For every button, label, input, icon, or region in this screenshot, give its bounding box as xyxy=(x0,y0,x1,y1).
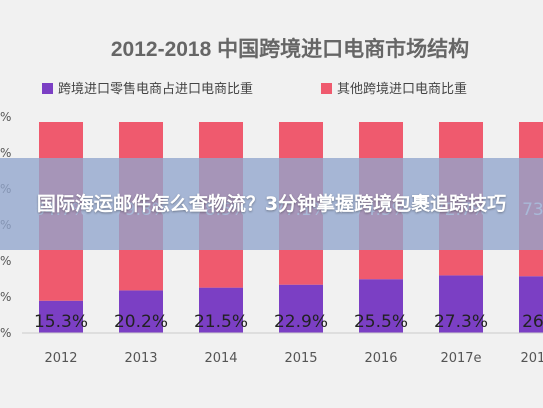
x-tick-label-2018e: 2018e xyxy=(520,351,543,366)
bar-label-retail-2014: 21.5% xyxy=(194,312,248,332)
x-tick-label-2016: 2016 xyxy=(364,351,397,366)
y-tick-label-2: % xyxy=(0,254,11,268)
bar-label-retail-2012: 15.3% xyxy=(34,312,88,332)
bar-retail-2016 xyxy=(359,279,403,333)
chart-title: 2012-2018 中国跨境进口电商市场结构 xyxy=(111,37,469,61)
legend-label-other: 其他跨境进口电商比重 xyxy=(337,81,467,97)
headline-banner: 国际海运邮件怎么查物流？3分钟掌握跨境包裹追踪技巧 xyxy=(0,158,543,250)
y-tick-label-5: % xyxy=(0,146,11,160)
y-tick-label-1: % xyxy=(0,290,11,304)
bar-retail-2015 xyxy=(279,284,323,333)
x-tick-label-2012: 2012 xyxy=(44,351,77,366)
bar-label-retail-2018e: 26.9 xyxy=(522,312,543,332)
bar-label-retail-2015: 22.9% xyxy=(274,312,328,332)
y-tick-label-6: % xyxy=(0,110,11,124)
bar-retail-2014 xyxy=(199,287,243,333)
bar-retail-2012 xyxy=(39,300,83,333)
bar-retail-2018e xyxy=(519,276,543,333)
bar-label-retail-2017e: 27.3% xyxy=(434,312,488,332)
x-tick-label-2013: 2013 xyxy=(124,351,157,366)
legend-swatch-retail xyxy=(42,83,53,94)
bar-retail-2013 xyxy=(119,290,163,333)
legend-label-retail: 跨境进口零售电商占进口电商比重 xyxy=(58,81,253,97)
bar-label-retail-2016: 25.5% xyxy=(354,312,408,332)
x-tick-label-2014: 2014 xyxy=(204,351,237,366)
bar-retail-2017e xyxy=(439,275,483,333)
x-tick-label-2017e: 2017e xyxy=(440,351,481,366)
x-axis-ticks: 2012 2013 2014 2015 2016 2017e 2018e xyxy=(44,351,543,366)
legend-swatch-other xyxy=(321,83,332,94)
legend: 跨境进口零售电商占进口电商比重 其他跨境进口电商比重 xyxy=(42,81,467,97)
bar-label-retail-2013: 20.2% xyxy=(114,312,168,332)
headline-text: 国际海运邮件怎么查物流？3分钟掌握跨境包裹追踪技巧 xyxy=(36,193,507,215)
y-tick-label-0: % xyxy=(0,326,11,340)
x-tick-label-2015: 2015 xyxy=(284,351,317,366)
